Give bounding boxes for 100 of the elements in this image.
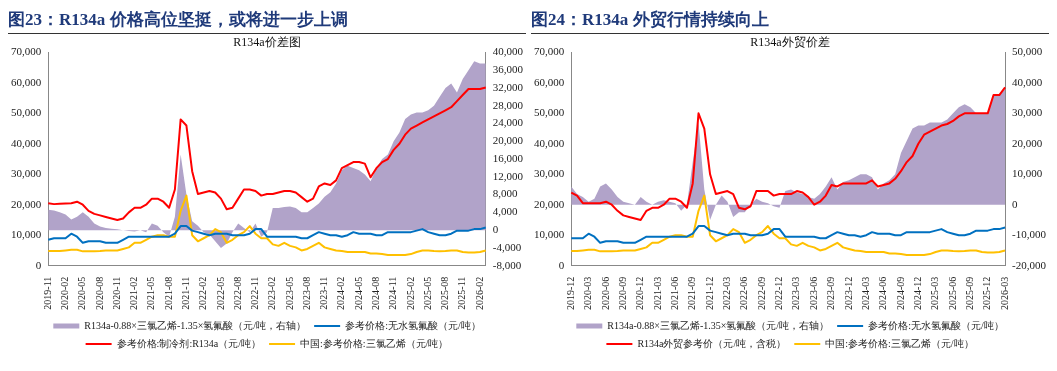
x-tick-label: 2023-08 — [300, 276, 312, 311]
y2-tick-label: 16,000 — [492, 151, 524, 164]
x-tick-label: 2025-03 — [929, 276, 941, 311]
x-tick-label: 2022-11 — [249, 276, 261, 310]
chart-title: 图24：R134a 外贸行情持续向上 — [531, 8, 1049, 34]
x-tick-label: 2021-08 — [162, 276, 174, 311]
y-tick-label: 20,000 — [11, 197, 42, 210]
y-tick-label: 70,000 — [534, 45, 565, 58]
x-tick-label: 2022-05 — [214, 276, 226, 311]
legend-label: 参考价格:无水氢氟酸（元/吨） — [868, 319, 1004, 331]
y2-tick-label: 30,000 — [1012, 106, 1043, 119]
y-tick-label: 30,000 — [534, 167, 565, 180]
x-tick-label: 2021-06 — [669, 276, 680, 311]
x-tick-label: 2021-11 — [180, 276, 192, 310]
x-tick-label: 2025-06 — [946, 276, 958, 311]
x-tick-label: 2021-12 — [703, 276, 715, 311]
y2-tick-label: -20,000 — [1012, 258, 1047, 271]
y-tick-label: 60,000 — [11, 75, 42, 88]
x-tick-label: 2024-03 — [859, 276, 871, 311]
x-tick-label: 2020-03 — [582, 276, 594, 311]
x-tick-label: 2024-06 — [877, 276, 889, 311]
x-tick-label: 2025-12 — [981, 276, 993, 311]
x-tick-label: 2020-06 — [599, 276, 611, 311]
x-tick-label: 2020-02 — [59, 276, 71, 311]
x-tick-label: 2020-11 — [110, 276, 122, 310]
y-tick-label: 0 — [558, 258, 565, 271]
y2-tick-label: 12,000 — [492, 169, 524, 182]
y-tick-label: 10,000 — [534, 228, 565, 241]
x-tick-label: 2023-02 — [266, 276, 278, 311]
y2-tick-label: 4,000 — [492, 205, 518, 218]
legend-label: 参考价格:制冷剂:R134a（元/吨） — [116, 337, 262, 349]
x-tick-label: 2021-02 — [128, 276, 140, 311]
legend-label: R134a-0.88×三氯乙烯-1.35×氢氟酸（元/吨，右轴） — [607, 319, 830, 331]
x-tick-label: 2019-12 — [564, 276, 576, 311]
legend-label: R134a-0.88×三氯乙烯-1.35×氢氟酸（元/吨，右轴） — [84, 319, 307, 331]
x-tick-label: 2022-02 — [197, 276, 209, 311]
x-tick-label: 2021-05 — [145, 276, 157, 311]
y-tick-label: 20,000 — [534, 197, 565, 210]
y2-tick-label: 32,000 — [492, 80, 524, 93]
x-tick-label: 2026-03 — [998, 276, 1010, 311]
y2-tick-label: 28,000 — [492, 98, 524, 111]
x-tick-label: 2026-02 — [473, 276, 485, 311]
y-tick-label: 50,000 — [534, 106, 565, 119]
y-tick-label: 70,000 — [11, 45, 42, 58]
chart-title: 图23：R134a 价格高位坚挺，或将进一步上调 — [8, 8, 526, 34]
chart-subtitle: R134a外贸价差 — [750, 35, 830, 50]
y-tick-label: 10,000 — [11, 228, 42, 241]
x-tick-label: 2022-09 — [755, 276, 767, 311]
x-tick-label: 2024-08 — [370, 276, 381, 311]
x-tick-label: 2023-06 — [807, 276, 819, 311]
x-tick-label: 2019-11 — [41, 276, 53, 310]
x-tick-label: 2022-06 — [738, 276, 750, 311]
x-tick-label: 2025-05 — [421, 276, 433, 311]
legend-label: 中国:参考价格:三氯乙烯（元/吨） — [825, 337, 974, 349]
x-tick-label: 2023-03 — [790, 276, 802, 311]
legend-label: 参考价格:无水氢氟酸（元/吨） — [345, 319, 481, 331]
y2-tick-label: -4,000 — [492, 240, 522, 253]
x-tick-label: 2024-12 — [911, 276, 923, 311]
y-tick-label: 30,000 — [11, 167, 42, 180]
legend-label: R134a外贸参考价（元/吨，含税） — [637, 337, 787, 349]
y2-tick-label: -8,000 — [492, 258, 522, 271]
y2-tick-label: 10,000 — [1012, 167, 1043, 180]
y2-tick-label: 50,000 — [1012, 45, 1043, 58]
x-tick-label: 2022-08 — [231, 276, 243, 311]
y2-tick-label: -10,000 — [1012, 228, 1047, 241]
y2-tick-label: 8,000 — [492, 187, 518, 200]
x-tick-label: 2021-09 — [686, 276, 698, 311]
y2-tick-label: 40,000 — [1012, 75, 1043, 88]
x-tick-label: 2023-05 — [283, 276, 295, 311]
x-tick-label: 2022-03 — [721, 276, 733, 311]
x-tick-label: 2020-08 — [93, 276, 105, 311]
x-tick-label: 2020-09 — [616, 276, 628, 311]
x-tick-label: 2020-05 — [76, 276, 88, 311]
y-tick-label: 60,000 — [534, 75, 565, 88]
x-tick-label: 2023-09 — [825, 276, 837, 311]
y-tick-label: 40,000 — [11, 136, 42, 149]
x-tick-label: 2024-09 — [894, 276, 906, 311]
y-tick-label: 50,000 — [11, 106, 42, 119]
y-tick-label: 0 — [35, 258, 42, 271]
legend-label: 中国:参考价格:三氯乙烯（元/吨） — [300, 337, 449, 349]
x-tick-label: 2025-11 — [456, 276, 468, 310]
y2-tick-label: 24,000 — [492, 116, 524, 129]
x-tick-label: 2020-12 — [634, 276, 646, 311]
y-tick-label: 40,000 — [534, 136, 565, 149]
y2-tick-label: 36,000 — [492, 63, 524, 76]
x-tick-label: 2023-11 — [318, 276, 330, 310]
y2-tick-label: 40,000 — [492, 45, 524, 58]
x-tick-label: 2023-12 — [842, 276, 854, 311]
x-tick-label: 2021-03 — [651, 276, 663, 311]
x-tick-label: 2024-05 — [352, 276, 364, 311]
x-tick-label: 2025-08 — [439, 276, 451, 311]
x-tick-label: 2024-02 — [335, 276, 347, 311]
x-tick-label: 2024-11 — [387, 276, 399, 310]
y2-tick-label: 0 — [1012, 197, 1019, 210]
chart-subtitle: R134a价差图 — [233, 35, 301, 50]
y2-tick-label: 20,000 — [492, 134, 524, 147]
y2-tick-label: 20,000 — [1012, 136, 1043, 149]
y2-tick-label: 0 — [492, 223, 499, 236]
x-tick-label: 2025-09 — [964, 276, 976, 311]
x-tick-label: 2025-02 — [404, 276, 416, 311]
